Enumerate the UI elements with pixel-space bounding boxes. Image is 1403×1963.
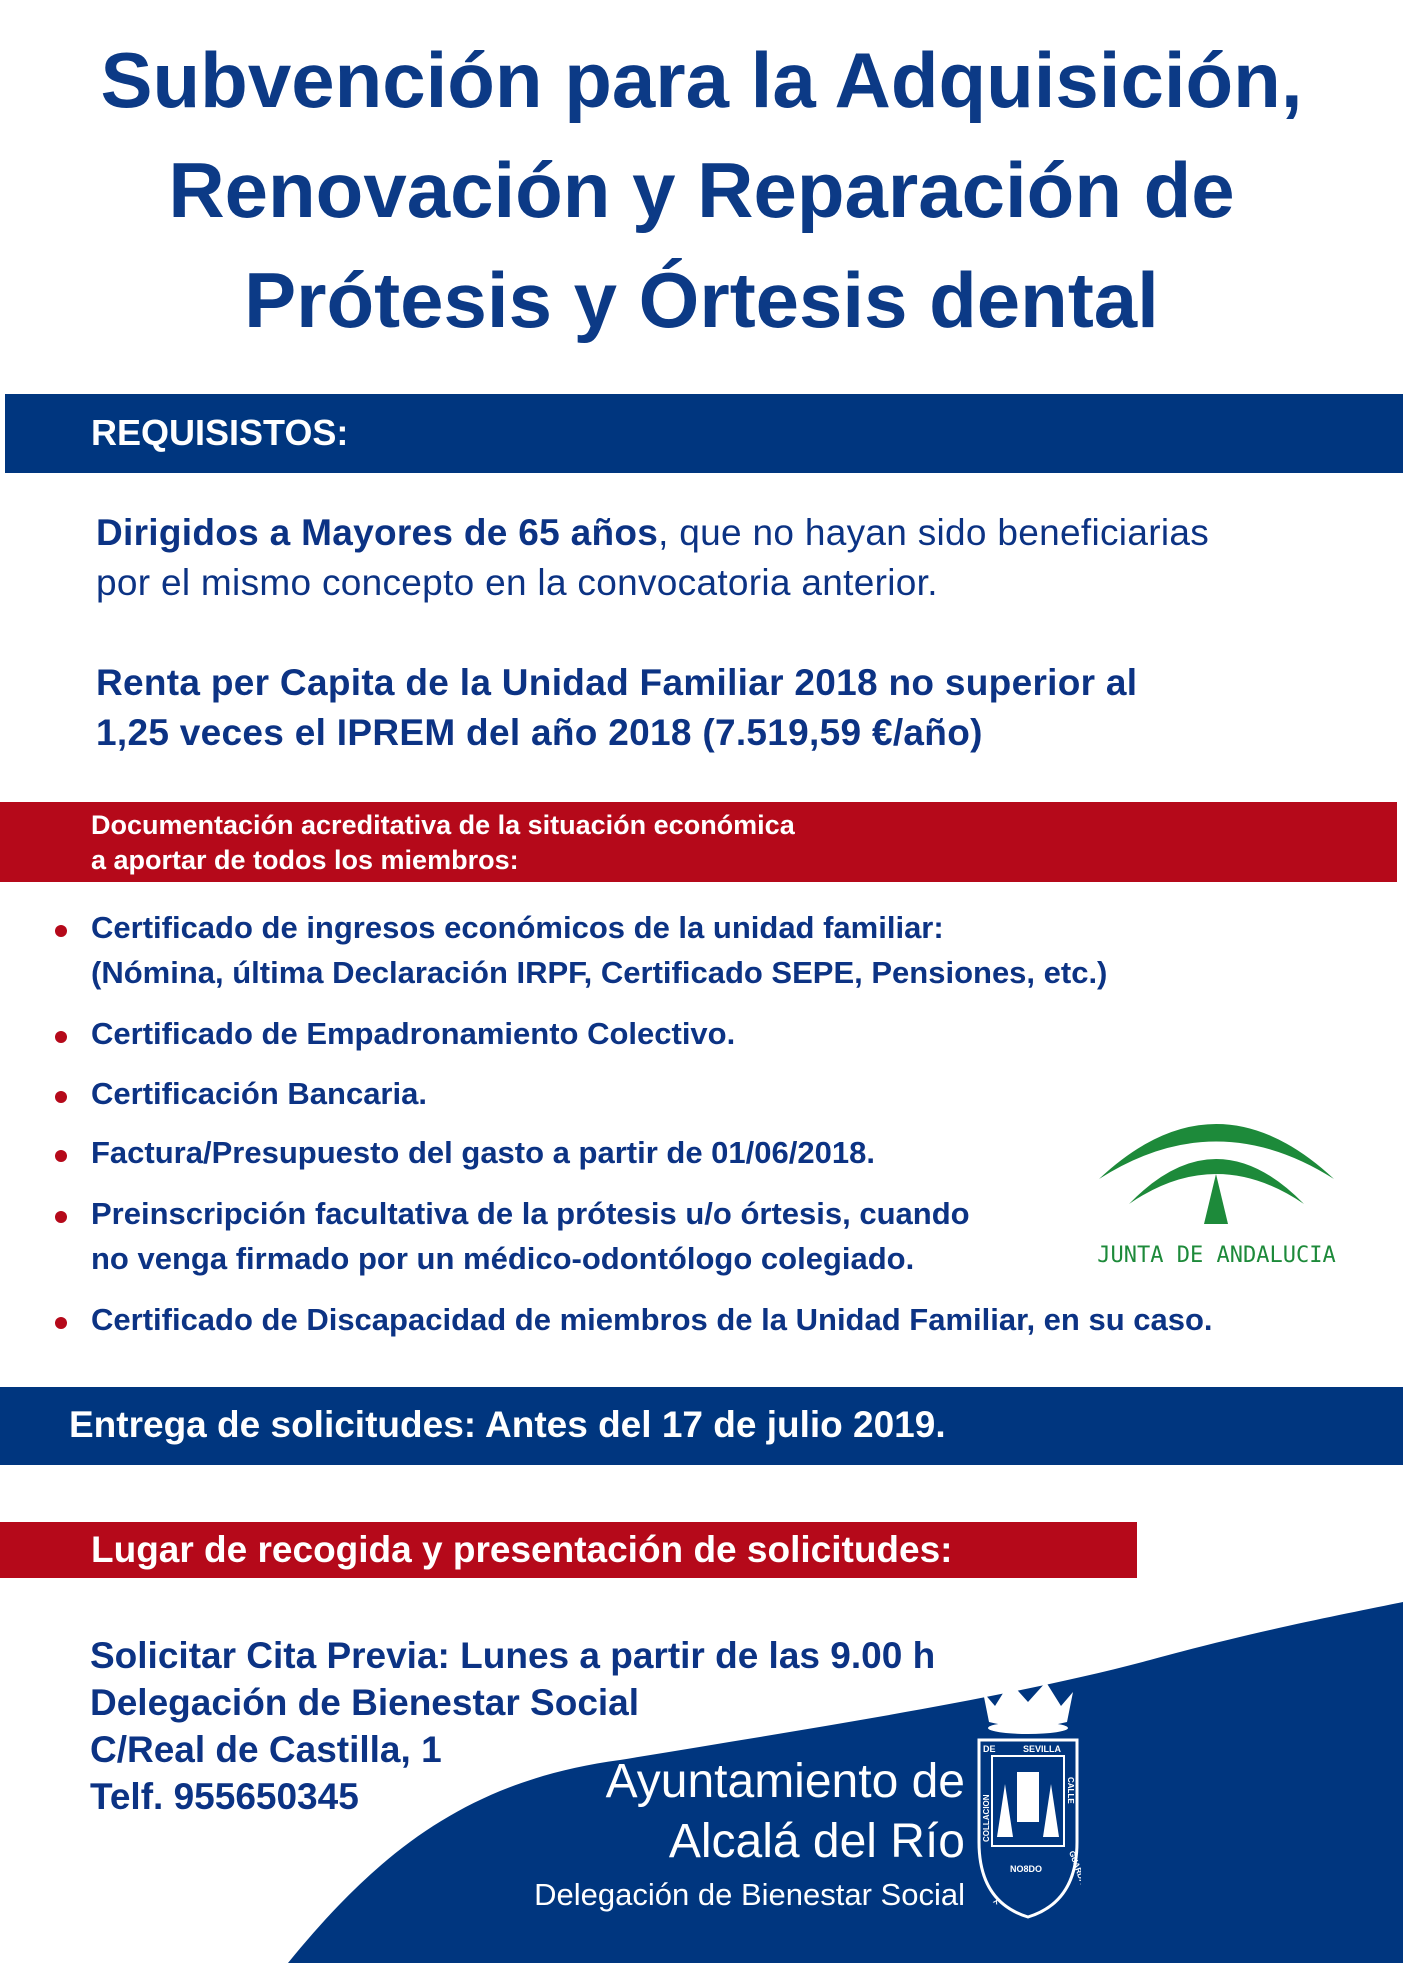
bullet-icon xyxy=(55,1211,67,1223)
lugar-bar: Lugar de recogida y presentación de soli… xyxy=(0,1522,1137,1578)
list-item-text: no venga firmado por un médico-odontólog… xyxy=(91,1241,915,1276)
ayuntamiento-delegacion: Delegación de Bienestar Social xyxy=(534,1877,965,1912)
requisitos-text: por el mismo concepto en la convocatoria… xyxy=(96,562,938,603)
contact-line: C/Real de Castilla, 1 xyxy=(90,1729,442,1770)
svg-text:DE: DE xyxy=(983,1744,996,1754)
svg-text:Y: Y xyxy=(991,1895,1001,1906)
ayuntamiento-town: Alcalá del Río xyxy=(668,1815,965,1868)
title-line: Subvención para la Adquisición, xyxy=(100,36,1303,124)
list-item: Factura/Presupuesto del gasto a partir d… xyxy=(55,1130,875,1175)
entrega-bar: Entrega de solicitudes: Antes del 17 de … xyxy=(0,1387,1403,1465)
bullet-icon xyxy=(55,1317,67,1329)
requisitos-paragraph-1: Dirigidos a Mayores de 65 años, que no h… xyxy=(96,508,1396,608)
bullet-icon xyxy=(55,1150,67,1162)
requisitos-age: Dirigidos a Mayores de 65 años xyxy=(96,512,659,553)
junta-logo-text: JUNTA DE ANDALUCIA xyxy=(1097,1243,1336,1268)
svg-text:COLLACION: COLLACION xyxy=(982,1794,991,1842)
list-item-text: (Nómina, última Declaración IRPF, Certif… xyxy=(91,955,1108,990)
list-item-text: Preinscripción facultativa de la prótesi… xyxy=(91,1196,970,1231)
contact-info: Solicitar Cita Previa: Lunes a partir de… xyxy=(90,1632,935,1820)
list-item: Preinscripción facultativa de la prótesi… xyxy=(55,1191,970,1281)
list-item-text: Certificación Bancaria. xyxy=(91,1076,427,1111)
entrega-text: Entrega de solicitudes: Antes del 17 de … xyxy=(69,1404,946,1445)
ayuntamiento-name: Ayuntamiento de xyxy=(605,1755,965,1808)
requisitos-text: , que no hayan sido beneficiarias xyxy=(658,512,1210,553)
list-item-text: Factura/Presupuesto del gasto a partir d… xyxy=(91,1135,875,1170)
list-item: Certificado de Empadronamiento Colectivo… xyxy=(55,1011,735,1056)
list-item-text: Certificado de Empadronamiento Colectivo… xyxy=(91,1016,736,1051)
bullet-icon xyxy=(55,1091,67,1103)
requisitos-paragraph-2: Renta per Capita de la Unidad Familiar 2… xyxy=(96,658,1396,758)
list-item-text: Certificado de Discapacidad de miembros … xyxy=(91,1302,1213,1337)
documentacion-heading-line: Documentación acreditativa de la situaci… xyxy=(91,810,795,840)
ayuntamiento-block: Ayuntamiento de Alcalá del Río Delegació… xyxy=(534,1752,965,1918)
footer-wave xyxy=(288,1602,1403,1963)
bullet-icon xyxy=(55,1031,67,1043)
renta-text: Renta per Capita de la Unidad Familiar 2… xyxy=(96,662,1138,703)
title-line: Prótesis y Órtesis dental xyxy=(244,256,1159,344)
junta-arcs-icon xyxy=(1099,1124,1334,1224)
documentacion-heading: Documentación acreditativa de la situaci… xyxy=(91,808,795,878)
bullet-icon xyxy=(55,925,67,937)
list-item: Certificado de Discapacidad de miembros … xyxy=(55,1297,1213,1342)
lugar-heading: Lugar de recogida y presentación de soli… xyxy=(91,1529,953,1570)
page-title: Subvención para la Adquisición, Renovaci… xyxy=(0,25,1403,355)
list-item: Certificado de ingresos económicos de la… xyxy=(55,905,1107,995)
list-item: Certificación Bancaria. xyxy=(55,1071,427,1116)
contact-line: Delegación de Bienestar Social xyxy=(90,1682,640,1723)
contact-line: Solicitar Cita Previa: Lunes a partir de… xyxy=(90,1635,936,1676)
requisitos-header-bar: REQUISISTOS: xyxy=(5,394,1403,473)
junta-de-andalucia-logo: JUNTA DE ANDALUCIA xyxy=(1094,1094,1339,1274)
documentacion-heading-line: a aportar de todos los miembros: xyxy=(91,845,519,875)
list-item-text: Certificado de ingresos económicos de la… xyxy=(91,910,944,945)
title-line: Renovación y Reparación de xyxy=(168,146,1235,234)
svg-text:CALLE: CALLE xyxy=(1066,1777,1075,1804)
contact-line: Telf. 955650345 xyxy=(90,1776,359,1817)
svg-text:NO8DO: NO8DO xyxy=(1010,1864,1042,1874)
coat-of-arms-icon: DE SEVILLA NO8DO COLLACION CALLE GUARDA … xyxy=(977,1682,1081,1919)
renta-text: 1,25 veces el IPREM del año 2018 (7.519,… xyxy=(96,712,983,753)
requisitos-heading: REQUISISTOS: xyxy=(91,412,349,453)
svg-text:SEVILLA: SEVILLA xyxy=(1023,1744,1062,1754)
documentacion-header-bar: Documentación acreditativa de la situaci… xyxy=(0,802,1397,882)
